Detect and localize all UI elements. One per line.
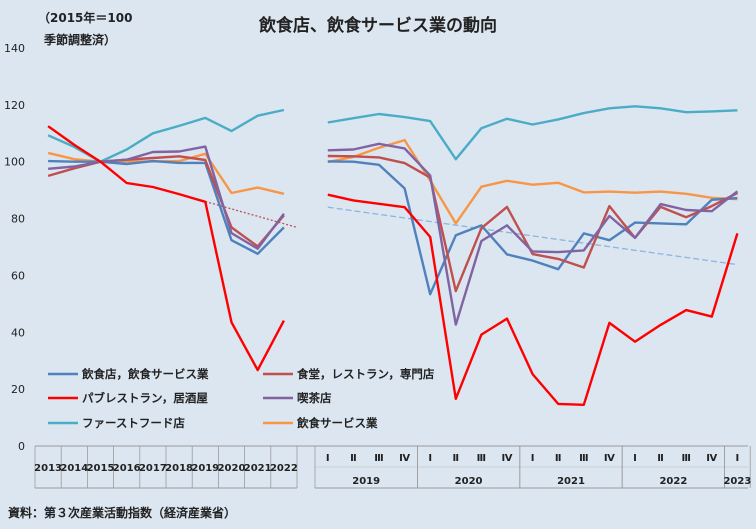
- legend-label: パブレストラン，居酒屋: [82, 391, 208, 405]
- chart-title: 飲食店、飲食サービス業の動向: [258, 15, 497, 36]
- unit-note-line1: （2015年＝100: [38, 10, 132, 25]
- x-tick-label: 2017: [139, 463, 167, 474]
- year-group-label: 2020: [455, 476, 483, 487]
- quarter-tick-label: Ⅳ: [502, 453, 513, 464]
- quarter-tick-label: Ⅰ: [531, 453, 535, 464]
- quarter-tick-label: Ⅱ: [453, 453, 460, 464]
- legend-label: 飲食店，飲食サービス業: [81, 367, 209, 381]
- quarter-tick-label: Ⅳ: [604, 453, 615, 464]
- quarter-tick-label: Ⅰ: [633, 453, 637, 464]
- legend-label: 食堂，レストラン，専門店: [297, 367, 435, 381]
- x-axis-table: 2013201420152016201720182019202020212022…: [34, 445, 751, 489]
- quarter-tick-label: Ⅲ: [477, 453, 486, 464]
- series-line-quarterly: [327, 142, 739, 326]
- legend-label: 喫茶店: [297, 391, 332, 405]
- quarter-tick-label: Ⅳ: [399, 453, 410, 464]
- quarter-tick-label: Ⅲ: [681, 453, 690, 464]
- series-line-annual: [48, 159, 285, 256]
- quarter-tick-label: Ⅱ: [350, 453, 357, 464]
- x-tick-label: 2016: [113, 463, 141, 474]
- y-tick-label: 20: [11, 383, 25, 396]
- x-tick-label: 2013: [34, 463, 62, 474]
- series-line-quarterly: [327, 105, 738, 161]
- series-line-quarterly: [327, 154, 738, 293]
- series-line-annual: [47, 145, 285, 250]
- y-tick-label: 140: [4, 42, 25, 55]
- unit-note-line2: 季節調整済）: [43, 32, 116, 47]
- quarter-tick-label: Ⅰ: [326, 453, 330, 464]
- legend-label: ファーストフード店: [82, 416, 185, 430]
- x-tick-label: 2014: [60, 463, 88, 474]
- year-group-label: 2021: [557, 476, 585, 487]
- quarter-tick-label: Ⅰ: [428, 453, 432, 464]
- y-tick-label: 0: [18, 440, 25, 453]
- legend-label: 飲食サービス業: [296, 416, 378, 430]
- year-group-label: 2023: [723, 476, 751, 487]
- y-tick-label: 100: [4, 156, 25, 169]
- y-tick-label: 120: [4, 99, 25, 112]
- year-group-label: 2019: [352, 476, 380, 487]
- y-tick-label: 40: [11, 326, 25, 339]
- series-line-quarterly: [327, 193, 739, 406]
- series-line-quarterly: [327, 138, 738, 225]
- year-group-label: 2022: [659, 476, 687, 487]
- quarter-tick-label: Ⅳ: [706, 453, 717, 464]
- y-tick-label: 60: [11, 269, 25, 282]
- x-tick-label: 2018: [165, 463, 193, 474]
- trend-line: [327, 206, 738, 266]
- x-tick-label: 2019: [191, 463, 219, 474]
- plot-area: [47, 105, 739, 406]
- source-note: 資料：第３次産業活動指数（経済産業省）: [8, 505, 236, 520]
- y-tick-label: 80: [11, 213, 25, 226]
- x-tick-label: 2022: [270, 463, 298, 474]
- quarter-tick-label: Ⅱ: [657, 453, 664, 464]
- series-line-quarterly: [327, 160, 738, 296]
- quarter-tick-label: Ⅱ: [555, 453, 562, 464]
- y-axis: 0 20 40 60 80 100 120 140: [4, 42, 25, 453]
- x-tick-label: 2015: [87, 463, 115, 474]
- quarter-tick-label: Ⅰ: [736, 453, 740, 464]
- quarter-tick-label: Ⅲ: [374, 453, 383, 464]
- x-tick-label: 2020: [218, 463, 246, 474]
- series-line-annual: [47, 125, 285, 372]
- quarter-tick-label: Ⅲ: [579, 453, 588, 464]
- x-tick-label: 2021: [244, 463, 272, 474]
